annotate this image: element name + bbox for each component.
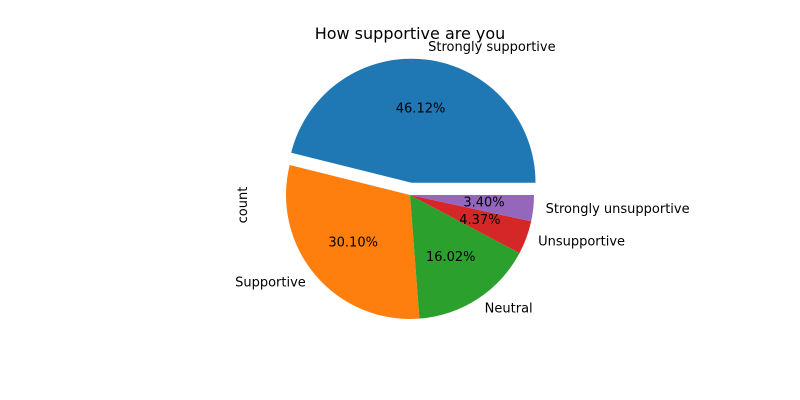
pie-value-label-neutral: 16.02% (426, 250, 476, 265)
pie-slice-supportive (285, 165, 420, 320)
pie-value-label-unsupportive: 4.37% (459, 213, 500, 228)
pie-value-label-supportive: 30.10% (328, 236, 378, 251)
pie-slice-strongly-supportive (291, 58, 536, 183)
pie-value-label-strongly-supportive: 46.12% (396, 101, 446, 116)
pie-labels: 46.12% Strongly supportive 30.10% Supportiv… (235, 40, 690, 317)
pie-category-label-neutral: Neutral (485, 302, 533, 317)
pie-category-label-supportive: Supportive (235, 276, 306, 291)
y-axis-label: count (236, 187, 251, 224)
pie-slice-neutral (410, 195, 520, 319)
pie-slice-strongly-unsupportive (410, 195, 534, 222)
pie-category-label-strongly-unsupportive: Strongly unsupportive (546, 202, 690, 217)
pie-category-label-unsupportive: Unsupportive (538, 234, 625, 249)
pie-slices (285, 58, 536, 320)
pie-value-label-strongly-unsupportive: 3.40% (463, 195, 504, 210)
pie-category-label-strongly-supportive: Strongly supportive (428, 40, 556, 55)
pie-slice-unsupportive (410, 195, 532, 254)
chart-title: How supportive are you (315, 24, 506, 43)
